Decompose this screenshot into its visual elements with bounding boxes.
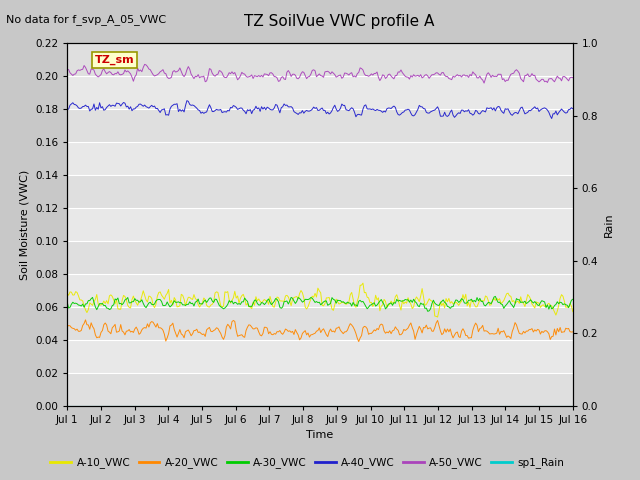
Bar	[67, 372, 573, 406]
Legend: A-10_VWC, A-20_VWC, A-30_VWC, A-40_VWC, A-50_VWC, sp1_Rain: A-10_VWC, A-20_VWC, A-30_VWC, A-40_VWC, …	[46, 453, 568, 472]
Bar	[67, 175, 573, 208]
Bar	[67, 241, 573, 274]
Bar	[67, 109, 573, 142]
Bar	[67, 43, 573, 76]
Text: No data for f_svp_A_05_VWC: No data for f_svp_A_05_VWC	[6, 14, 166, 25]
Text: TZ_sm: TZ_sm	[95, 55, 134, 65]
X-axis label: Time: Time	[307, 430, 333, 440]
Text: TZ SoilVue VWC profile A: TZ SoilVue VWC profile A	[244, 14, 435, 29]
Y-axis label: Soil Moisture (VWC): Soil Moisture (VWC)	[19, 169, 29, 279]
Bar	[67, 307, 573, 340]
Y-axis label: Rain: Rain	[604, 212, 614, 237]
